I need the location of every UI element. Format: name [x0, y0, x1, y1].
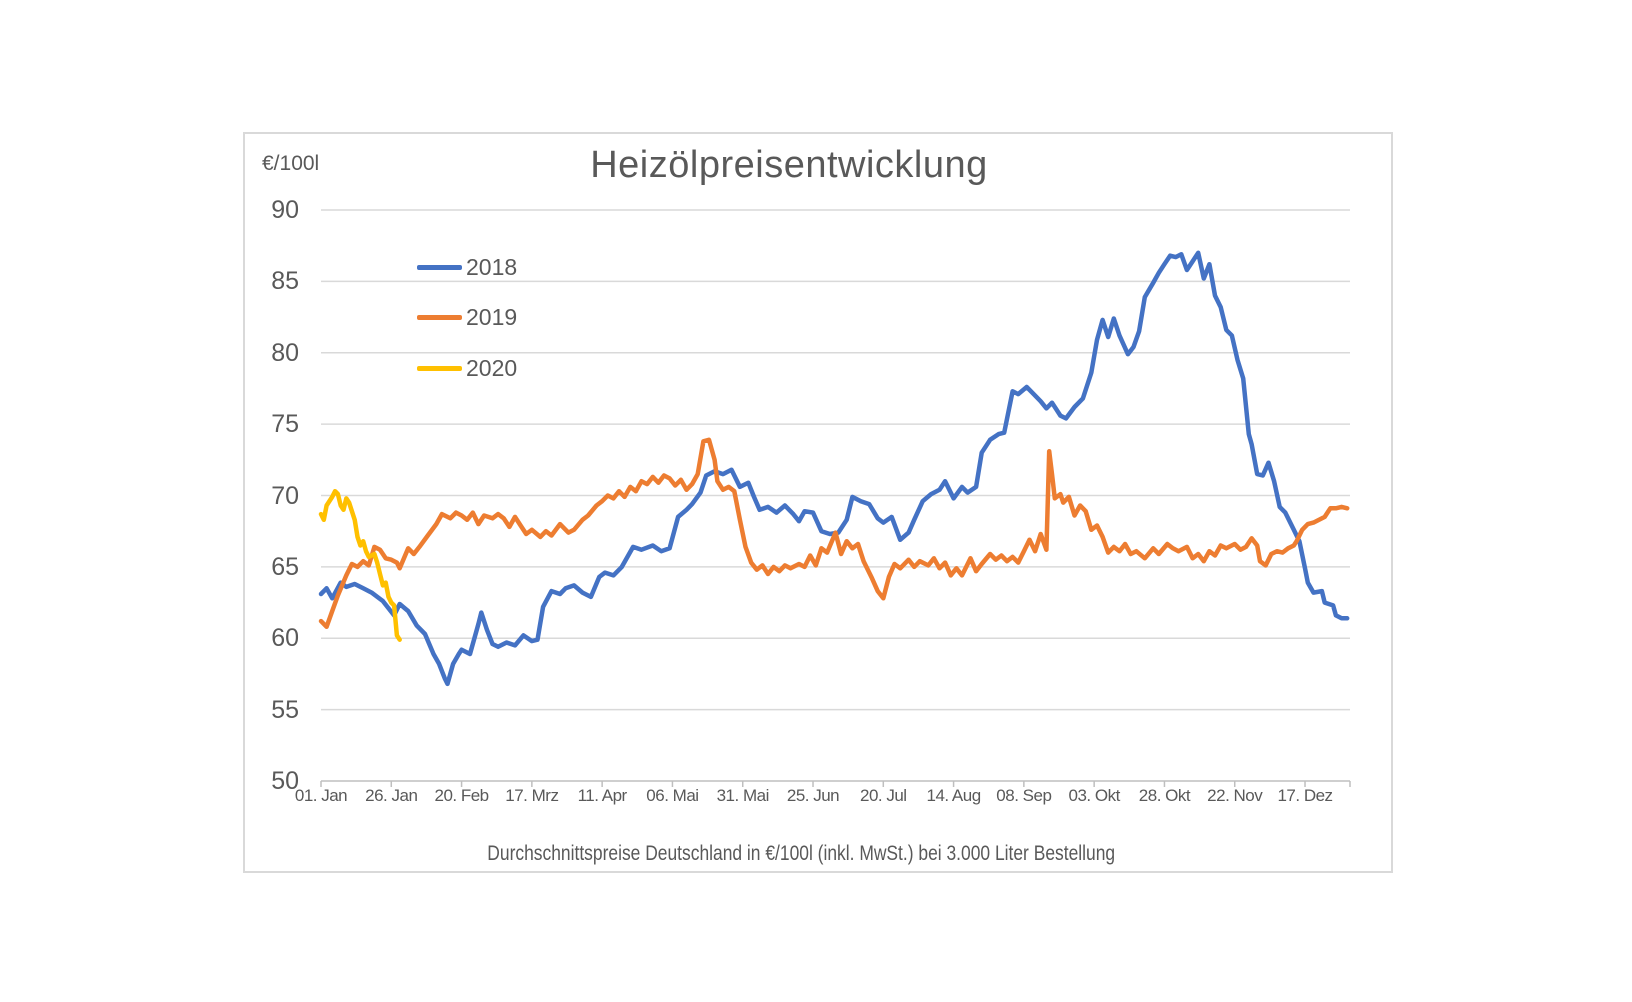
legend-item-2020: 2020	[417, 355, 517, 381]
series-line-2019	[318, 437, 1350, 630]
legend-swatch-2018	[417, 264, 462, 270]
y-tick-label-75: 75	[271, 410, 299, 439]
y-tick-label-55: 55	[271, 695, 299, 724]
y-tick-label-70: 70	[271, 481, 299, 510]
heating-oil-price-chart: €/100l Heizölpreisentwicklung 90 85 80 75 70…	[243, 132, 1393, 873]
series-line-2018	[318, 250, 1350, 687]
x-tick-label: 20. Feb	[434, 786, 489, 805]
y-tick-label-50: 50	[271, 767, 299, 795]
y-tick-label-60: 60	[271, 624, 299, 653]
chart-caption: Durchschnittspreise Deutschland in €/100…	[245, 842, 1357, 866]
x-tick-label: 26. Jan	[365, 786, 418, 805]
x-tick-label: 17. Mrz	[505, 786, 559, 805]
x-tick-label: 01. Jan	[294, 786, 348, 805]
legend-item-2018: 2018	[417, 254, 517, 280]
x-tick-label: 11. Apr	[577, 786, 628, 805]
x-tick-label: 14. Aug	[926, 786, 981, 805]
series-line-2020	[318, 488, 402, 642]
x-tick-label: 03. Okt	[1068, 786, 1120, 805]
x-tick-label: 08. Sep	[996, 786, 1052, 805]
x-tick-label: 31. Mai	[716, 786, 770, 805]
y-tick-label-90: 90	[271, 196, 299, 224]
x-tick-label: 06. Mai	[646, 786, 699, 805]
y-axis-unit-label: €/100l	[262, 152, 320, 175]
x-tick-label: 25. Jun	[786, 786, 840, 805]
chart-caption-text: Durchschnittspreise Deutschland in €/100…	[487, 842, 1115, 865]
legend-label-2018: 2018	[466, 253, 518, 280]
legend-swatch-2020	[417, 365, 462, 371]
legend-label-2020: 2020	[466, 354, 518, 381]
legend-item-2019: 2019	[417, 304, 517, 330]
y-tick-label-65: 65	[271, 552, 299, 581]
x-tick-label: 22. Nov	[1207, 786, 1263, 805]
y-tick-label-85: 85	[271, 267, 299, 296]
legend-swatch-2019	[417, 314, 462, 320]
legend-label-2019: 2019	[466, 303, 518, 330]
x-tick-label: 28. Okt	[1138, 786, 1191, 805]
x-tick-label: 17. Dez	[1277, 786, 1333, 805]
plot-area	[318, 209, 1351, 787]
x-tick-label: 20. Jul	[859, 786, 907, 805]
chart-title: Heizölpreisentwicklung	[590, 144, 988, 186]
y-tick-label-80: 80	[271, 338, 299, 367]
